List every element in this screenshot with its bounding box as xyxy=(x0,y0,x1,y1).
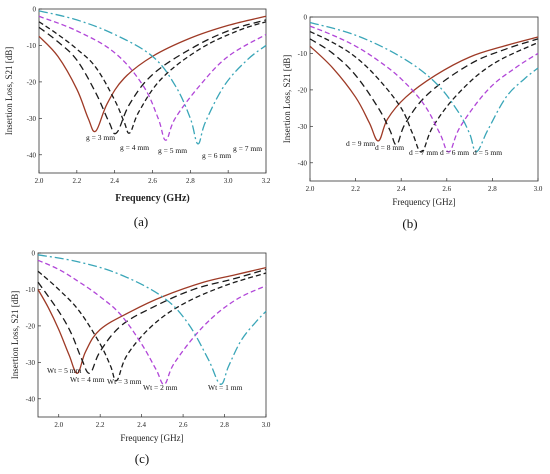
y-tick-label: 0 xyxy=(304,14,308,22)
curve-label: g = 3 mm xyxy=(86,133,115,142)
x-tick-label: 3.0 xyxy=(262,421,271,429)
curve-label: g = 5 mm xyxy=(158,146,187,155)
x-tick-label: 2.6 xyxy=(179,421,188,429)
series-line-3 xyxy=(37,270,267,382)
y-axis-label: Insertion Loss, S21 [dB] xyxy=(4,47,14,136)
y-tick-label: 0 xyxy=(33,6,37,14)
x-axis-label: Frequency [GHz] xyxy=(392,197,455,207)
series-line-2 xyxy=(38,19,267,135)
curve-label: Wt = 4 mm xyxy=(70,375,105,384)
x-tick-label: 2.8 xyxy=(186,177,195,185)
series-line-1 xyxy=(38,15,267,133)
series-line-4 xyxy=(38,15,267,141)
x-tick-label: 2.6 xyxy=(148,177,157,185)
x-tick-label: 2.4 xyxy=(137,421,146,429)
y-tick-label: -10 xyxy=(26,286,36,294)
x-tick-label: 3.0 xyxy=(534,185,543,193)
panel-label: (a) xyxy=(134,214,148,229)
series-line-1 xyxy=(309,36,539,142)
y-tick-label: -20 xyxy=(298,86,308,94)
series-line-2 xyxy=(37,268,267,374)
y-tick-label: -40 xyxy=(27,151,37,159)
curve-label: d = 8 mm xyxy=(375,143,404,152)
series-line-5 xyxy=(37,254,267,385)
x-tick-label: 2.4 xyxy=(110,177,119,185)
x-tick-label: 2.0 xyxy=(54,421,63,429)
curve-label: d = 5 mm xyxy=(473,148,502,157)
y-axis-label: Insertion Loss, S21 [dB] xyxy=(10,291,20,380)
panel-label: (c) xyxy=(135,451,149,466)
x-tick-label: 2.0 xyxy=(35,177,44,185)
series-line-4 xyxy=(309,25,539,153)
y-tick-label: -40 xyxy=(26,395,36,403)
x-axis-label: Frequency [GHz] xyxy=(120,433,183,443)
y-tick-label: -30 xyxy=(298,123,308,131)
x-axis-label: Frequency (GHz) xyxy=(115,193,190,204)
series-line-2 xyxy=(309,38,539,146)
chart-panel-1: 2.0 2.2 2.4 2.6 2.8 3.0 3.2 0 -10 -20 -30 -40 g = 3 … xyxy=(4,6,271,230)
plot-frame xyxy=(38,8,267,174)
curve-label: Wt = 2 mm xyxy=(143,383,178,392)
curve-label: d = 6 mm xyxy=(440,148,469,157)
x-tick-label: 2.4 xyxy=(397,185,406,193)
x-tick-label: 2.0 xyxy=(306,185,315,193)
x-tick-label: 2.8 xyxy=(488,185,497,193)
y-tick-label: -30 xyxy=(27,115,37,123)
y-tick-label: 0 xyxy=(32,250,36,258)
y-tick-label: -20 xyxy=(26,322,36,330)
curve-label: Wt = 1 mm xyxy=(208,383,243,392)
x-tick-label: 3.0 xyxy=(224,177,233,185)
y-tick-label: -40 xyxy=(298,159,308,167)
series-line-5 xyxy=(309,21,539,153)
curve-label: g = 6 mm xyxy=(202,151,231,160)
y-tick-label: -20 xyxy=(27,78,37,86)
y-tick-label: -30 xyxy=(26,359,36,367)
plot-frame xyxy=(37,252,267,418)
curve-label: d = 7 mm xyxy=(409,148,438,157)
curve-label: Wt = 3 mm xyxy=(107,377,142,386)
plot-frame xyxy=(309,16,539,182)
series-line-3 xyxy=(38,21,267,134)
chart-panel-2: 2.0 2.2 2.4 2.6 2.8 3.00-10-20-30-40d = 9 mm d… xyxy=(282,14,543,232)
y-tick-label: -10 xyxy=(298,50,308,58)
series-line-1 xyxy=(37,266,267,374)
x-tick-label: 2.2 xyxy=(96,421,105,429)
x-tick-label: 3.2 xyxy=(262,177,271,185)
curve-label: g = 7 mm xyxy=(233,144,262,153)
series-line-5 xyxy=(38,10,267,145)
series-line-4 xyxy=(37,259,267,385)
x-tick-label: 2.6 xyxy=(442,185,451,193)
chart-panel-3: 2.0 2.2 2.4 2.6 2.8 3.0 0 -10 -20 -30 -40 Wt = 5 mm… xyxy=(10,250,271,467)
series-line-3 xyxy=(309,30,539,153)
x-tick-label: 2.8 xyxy=(220,421,229,429)
y-axis-label: Insertion Loss, S21 [dB] xyxy=(282,55,292,144)
panel-label: (b) xyxy=(402,216,417,231)
y-tick-label: -10 xyxy=(27,42,37,50)
curve-label: d = 9 mm xyxy=(346,139,375,148)
curve-label: Wt = 5 mm xyxy=(47,366,82,375)
curve-label: g = 4 mm xyxy=(120,143,149,152)
x-tick-label: 2.2 xyxy=(72,177,81,185)
x-tick-label: 2.2 xyxy=(351,185,360,193)
